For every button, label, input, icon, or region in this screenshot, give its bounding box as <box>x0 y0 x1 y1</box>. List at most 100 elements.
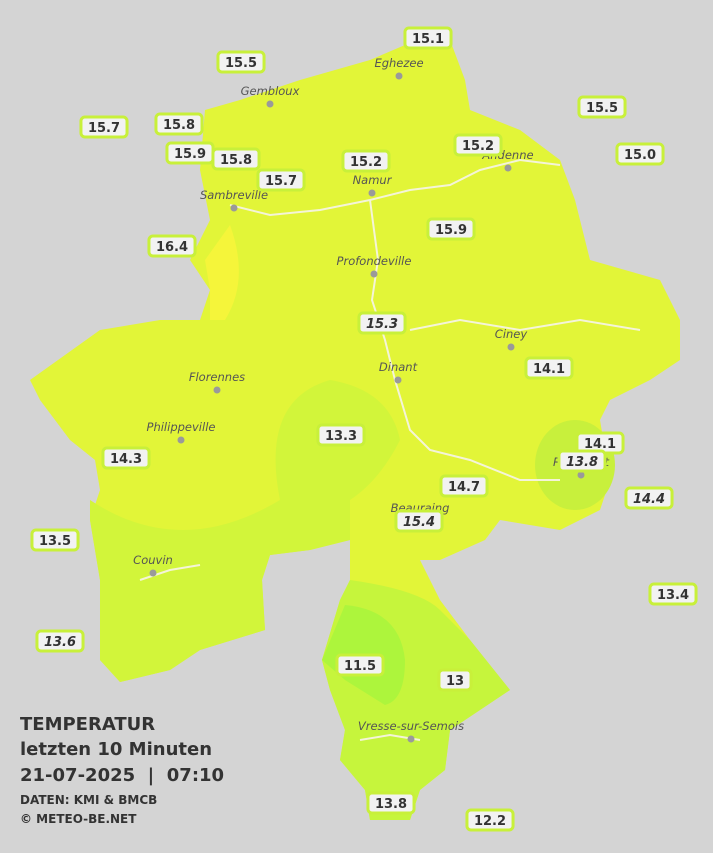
city-label: Profondeville <box>337 254 412 268</box>
station: 15.9 <box>426 217 476 241</box>
city-label: Couvin <box>133 553 173 567</box>
station: 14.1 <box>524 356 574 380</box>
station-value: 15.4 <box>403 515 435 530</box>
station-box <box>366 791 416 815</box>
station-box <box>211 147 261 171</box>
station-box <box>394 509 444 533</box>
station-value: 15.2 <box>350 155 382 170</box>
station-value: 15.9 <box>435 223 467 238</box>
warm-zone <box>205 225 239 320</box>
station-value: 13.6 <box>44 635 76 650</box>
city-dot <box>177 436 185 444</box>
city-dot <box>370 270 378 278</box>
station: 14.7 <box>439 474 489 498</box>
station: 11.5 <box>335 653 385 677</box>
station-box <box>357 311 407 335</box>
station-box <box>79 115 129 139</box>
station-value: 15.3 <box>366 317 398 332</box>
station: 13 <box>437 668 473 692</box>
city-label: Philippeville <box>147 420 216 434</box>
station-box <box>439 474 489 498</box>
station: 15.7 <box>256 168 306 192</box>
source: DATEN: KMI & BMCB <box>20 793 157 807</box>
subtitle: letzten 10 Minuten <box>20 739 212 760</box>
station-value: 15.5 <box>586 101 618 116</box>
station-value: 14.1 <box>533 362 565 377</box>
city-label: Eghezee <box>374 56 423 70</box>
station-box <box>30 528 80 552</box>
station-box <box>341 149 391 173</box>
copyright: © METEO-BE.NET <box>20 812 137 826</box>
station-box <box>624 486 674 510</box>
station: 15.8 <box>211 147 261 171</box>
station: 14.1 <box>575 431 625 455</box>
city-label: Vresse-sur-Semois <box>358 719 464 733</box>
city-dot <box>395 72 403 80</box>
station-value: 16.4 <box>156 240 188 255</box>
station-box <box>615 142 665 166</box>
station-box <box>524 356 574 380</box>
station: 14.3 <box>101 446 151 470</box>
city-label: Florennes <box>189 370 245 384</box>
station: 13.3 <box>316 423 366 447</box>
city-dot <box>230 204 238 212</box>
station: 16.4 <box>147 234 197 258</box>
station: 13.8 <box>366 791 416 815</box>
city-label: Sambreville <box>200 188 268 202</box>
station-value: 13.8 <box>375 797 407 812</box>
rivers <box>139 158 641 741</box>
station-value: 13.3 <box>325 429 357 444</box>
station-value: 14.1 <box>584 437 616 452</box>
station-box <box>316 423 366 447</box>
station-box <box>335 653 385 677</box>
city-dot <box>504 164 512 172</box>
station: 15.7 <box>79 115 129 139</box>
station: 15.9 <box>165 141 215 165</box>
station-box <box>147 234 197 258</box>
station-value: 13.5 <box>39 534 71 549</box>
station-value: 13 <box>446 674 464 689</box>
station-value: 15.2 <box>462 139 494 154</box>
station-box <box>557 449 607 473</box>
station-value: 15.7 <box>265 174 297 189</box>
station-value: 12.2 <box>474 814 506 829</box>
station-box <box>256 168 306 192</box>
station-box <box>403 26 453 50</box>
station: 15.8 <box>154 112 204 136</box>
city-label: Namur <box>353 173 393 187</box>
station: 12.2 <box>465 808 515 832</box>
station: 15.1 <box>403 26 453 50</box>
station-box <box>453 133 503 157</box>
title: TEMPERATUR <box>20 714 155 735</box>
station-value: 14.7 <box>448 480 480 495</box>
station-value: 11.5 <box>344 659 376 674</box>
station-value: 15.9 <box>174 147 206 162</box>
city-dot <box>407 735 415 743</box>
city-dot <box>368 189 376 197</box>
station-value: 13.4 <box>657 588 689 603</box>
station-box <box>35 629 85 653</box>
station-value: 15.8 <box>220 153 252 168</box>
station: 13.8 <box>557 449 607 473</box>
cool-zone <box>90 380 400 682</box>
station-value: 15.8 <box>163 118 195 133</box>
station-value: 13.8 <box>566 455 598 470</box>
station-value: 15.5 <box>225 56 257 71</box>
station: 15.4 <box>394 509 444 533</box>
station: 13.4 <box>648 582 698 606</box>
station: 15.2 <box>341 149 391 173</box>
station-box <box>577 95 627 119</box>
timestamp: 21-07-2025 | 07:10 <box>20 765 224 786</box>
city-dot <box>266 100 274 108</box>
city-dot <box>577 471 585 479</box>
station: 13.5 <box>30 528 80 552</box>
city-dot <box>394 376 402 384</box>
city-dot <box>213 386 221 394</box>
station: 15.5 <box>216 50 266 74</box>
station-box <box>426 217 476 241</box>
station-box <box>216 50 266 74</box>
station: 15.3 <box>357 311 407 335</box>
station-box <box>648 582 698 606</box>
station: 15.5 <box>577 95 627 119</box>
